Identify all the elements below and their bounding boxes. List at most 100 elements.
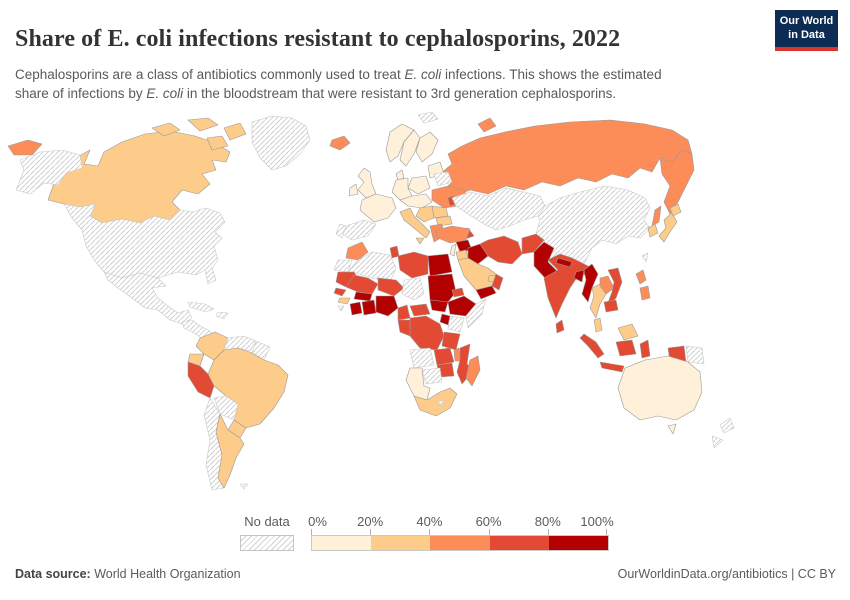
country-bulgaria[interactable]: [435, 215, 453, 227]
country-canada-island-b[interactable]: [187, 117, 219, 132]
country-pakistan[interactable]: [533, 241, 559, 279]
country-zambia[interactable]: [433, 347, 455, 366]
country-congo-gabon[interactable]: [397, 319, 411, 337]
legend-swatch-60-80[interactable]: [489, 536, 549, 550]
legend-swatch-40-60[interactable]: [430, 536, 490, 550]
legend-swatch-80-100[interactable]: [548, 536, 609, 550]
country-central-african-republic[interactable]: [409, 303, 431, 317]
country-afghanistan[interactable]: [521, 233, 545, 255]
country-ireland[interactable]: [348, 183, 359, 197]
country-russia-chukotka[interactable]: [7, 139, 43, 156]
country-ghana-togo-benin[interactable]: [361, 299, 377, 316]
country-burkina-faso[interactable]: [353, 291, 373, 302]
country-senegal[interactable]: [333, 287, 347, 297]
country-australia[interactable]: [617, 355, 703, 421]
country-belarus[interactable]: [433, 171, 453, 187]
owid-link[interactable]: OurWorldinData.org/antibiotics: [617, 567, 788, 581]
country-france[interactable]: [359, 193, 397, 223]
country-iceland[interactable]: [329, 135, 351, 151]
country-morocco[interactable]: [345, 241, 369, 261]
country-tunisia[interactable]: [389, 245, 400, 259]
country-romania[interactable]: [431, 205, 449, 219]
country-italy-sicily[interactable]: [415, 237, 425, 245]
country-russia-sakhalin[interactable]: [651, 205, 662, 227]
country-philippines-mindanao[interactable]: [639, 285, 651, 301]
country-falkland-islands[interactable]: [239, 483, 249, 490]
country-greenland[interactable]: [251, 115, 311, 171]
country-cuba[interactable]: [187, 301, 215, 313]
country-new-zealand-north[interactable]: [719, 417, 735, 434]
country-taiwan[interactable]: [641, 252, 649, 263]
country-nigeria[interactable]: [375, 295, 399, 317]
country-botswana[interactable]: [421, 367, 443, 385]
country-papua-new-guinea[interactable]: [685, 345, 705, 365]
country-russia[interactable]: [439, 119, 693, 197]
country-lesotho[interactable]: [437, 399, 445, 407]
country-libya[interactable]: [397, 251, 429, 279]
legend-no-data[interactable]: No data: [240, 515, 294, 551]
country-cambodia[interactable]: [603, 299, 619, 313]
country-hispaniola[interactable]: [215, 311, 229, 320]
country-philippines-luzon[interactable]: [635, 269, 647, 285]
country-canada-island-a[interactable]: [151, 122, 181, 137]
country-uk[interactable]: [357, 167, 377, 199]
country-sierra-leone[interactable]: [337, 305, 345, 312]
country-kazakhstan-central-asia[interactable]: [451, 187, 546, 231]
legend-swatch-20-40[interactable]: [371, 536, 431, 550]
country-malaysia-borneo[interactable]: [617, 323, 639, 341]
country-drc[interactable]: [409, 315, 445, 351]
legend-swatch-0-20[interactable]: [312, 536, 372, 550]
country-laos[interactable]: [599, 275, 615, 295]
country-svalbard[interactable]: [417, 111, 439, 124]
country-eritrea[interactable]: [451, 287, 465, 298]
country-sri-lanka[interactable]: [555, 319, 565, 334]
country-brazil[interactable]: [207, 347, 289, 429]
country-australia-tasmania[interactable]: [667, 423, 677, 435]
country-ivory-coast[interactable]: [349, 301, 363, 316]
country-indonesia-kalimantan[interactable]: [615, 339, 637, 357]
country-chad[interactable]: [401, 277, 425, 301]
country-japan-hokkaido[interactable]: [669, 203, 682, 217]
country-alaska[interactable]: [15, 149, 83, 195]
country-somalia[interactable]: [465, 298, 487, 329]
country-central-europe[interactable]: [399, 193, 433, 209]
country-indonesia-java[interactable]: [599, 361, 625, 373]
country-russia-novaya-zemlya[interactable]: [477, 117, 497, 133]
country-uganda[interactable]: [439, 313, 451, 326]
country-myanmar[interactable]: [581, 263, 599, 303]
country-oman[interactable]: [491, 273, 504, 291]
country-egypt[interactable]: [427, 253, 453, 277]
country-italy[interactable]: [399, 207, 431, 239]
country-south-africa[interactable]: [413, 387, 458, 417]
country-cameroon[interactable]: [397, 304, 411, 321]
country-canada-island-c[interactable]: [223, 122, 247, 141]
country-guinea[interactable]: [337, 297, 351, 305]
country-denmark[interactable]: [395, 169, 405, 181]
country-kenya[interactable]: [447, 315, 465, 333]
country-namibia[interactable]: [405, 367, 431, 401]
country-peru[interactable]: [187, 361, 215, 399]
country-china-mongolia[interactable]: [535, 185, 651, 265]
country-argentina[interactable]: [215, 413, 245, 489]
country-madagascar[interactable]: [465, 355, 481, 387]
country-sudan[interactable]: [427, 273, 457, 303]
country-bangladesh[interactable]: [573, 269, 585, 283]
country-mexico[interactable]: [103, 271, 193, 325]
country-nepal[interactable]: [555, 257, 573, 268]
country-canada-island-d[interactable]: [206, 135, 229, 151]
country-angola[interactable]: [409, 347, 435, 369]
country-balkans[interactable]: [415, 205, 435, 223]
country-israel[interactable]: [449, 243, 457, 257]
country-turkey[interactable]: [435, 225, 471, 244]
country-india[interactable]: [543, 253, 593, 319]
country-new-zealand-south[interactable]: [711, 435, 724, 449]
country-russia-kamchatka[interactable]: [659, 149, 695, 215]
country-malaysia-peninsula[interactable]: [593, 317, 603, 333]
country-poland[interactable]: [407, 175, 431, 195]
country-sweden[interactable]: [399, 129, 421, 167]
country-south-korea[interactable]: [647, 223, 659, 238]
country-yemen[interactable]: [475, 285, 497, 300]
legend-no-data-swatch[interactable]: [240, 535, 294, 551]
country-niger[interactable]: [377, 277, 405, 297]
country-portugal[interactable]: [335, 223, 347, 239]
